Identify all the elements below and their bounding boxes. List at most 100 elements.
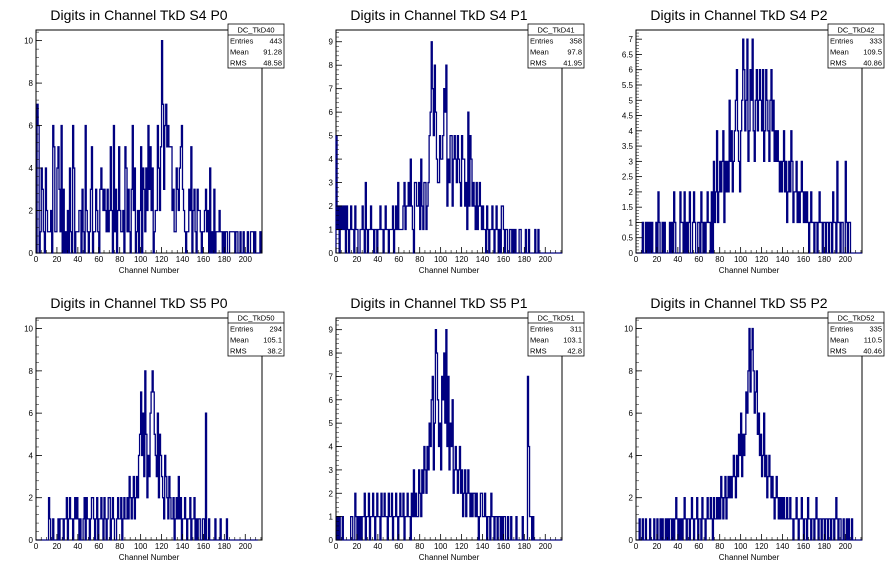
stats-box (527, 311, 585, 357)
x-tick-label: 80 (715, 542, 724, 551)
x-tick-label: 40 (373, 255, 382, 264)
y-tick-label: 0 (629, 249, 634, 258)
x-tick-label: 100 (134, 542, 148, 551)
x-tick-label: 100 (434, 542, 448, 551)
stats-label: RMS (830, 59, 847, 68)
x-tick-label: 120 (155, 255, 169, 264)
x-tick-label: 100 (734, 542, 748, 551)
y-tick-label: 2.5 (622, 173, 634, 182)
x-tick-label: 40 (73, 542, 82, 551)
x-tick-label: 60 (394, 255, 403, 264)
y-tick-label: 2 (29, 207, 34, 216)
y-tick-label: 0 (29, 536, 34, 545)
x-tick-label: 20 (352, 542, 361, 551)
stats-label: Entries (830, 37, 854, 46)
stats-label: RMS (530, 347, 547, 356)
x-tick-label: 160 (497, 255, 511, 264)
y-tick-label: 10 (24, 325, 33, 334)
stats-label: Mean (230, 336, 249, 345)
x-axis-label: Channel Number (719, 553, 780, 562)
y-tick-label: 3 (629, 157, 634, 166)
stats-name: DC_TkD52 (837, 314, 874, 323)
x-tick-label: 160 (197, 542, 211, 551)
y-tick-label: 8 (329, 61, 334, 70)
y-tick-label: 6 (29, 122, 34, 131)
stats-box (827, 23, 885, 69)
stats-label: RMS (230, 59, 247, 68)
stats-name: DC_TkD51 (537, 314, 574, 323)
x-tick-label: 200 (839, 255, 853, 264)
x-tick-label: 180 (218, 255, 232, 264)
stats-value: 48.58 (263, 59, 282, 68)
y-tick-label: 5 (329, 419, 334, 428)
histogram-series (336, 329, 562, 541)
y-tick-label: 0.5 (622, 234, 634, 243)
y-tick-label: 7 (329, 85, 334, 94)
x-tick-label: 0 (34, 542, 39, 551)
stats-value: 109.5 (863, 48, 882, 57)
x-tick-label: 200 (239, 542, 253, 551)
stats-box (227, 311, 285, 357)
stats-label: Mean (530, 48, 549, 57)
y-tick-label: 6 (629, 66, 634, 75)
stats-value: 443 (269, 37, 282, 46)
x-tick-label: 140 (776, 542, 790, 551)
histogram-series (636, 327, 862, 541)
y-tick-label: 9 (329, 38, 334, 47)
x-tick-label: 120 (455, 542, 469, 551)
x-tick-label: 120 (755, 542, 769, 551)
chart-title: Digits in Channel TkD S5 P1 (350, 295, 527, 311)
stats-label: Mean (530, 336, 549, 345)
stats-value: 335 (869, 325, 882, 334)
stats-label: RMS (230, 347, 247, 356)
y-tick-label: 4 (29, 451, 34, 460)
x-tick-label: 100 (434, 255, 448, 264)
stats-name: DC_TkD41 (537, 26, 574, 35)
x-axis-label: Channel Number (119, 266, 180, 275)
x-tick-label: 40 (373, 542, 382, 551)
stats-box (527, 23, 585, 69)
x-tick-label: 180 (518, 255, 532, 264)
plot-frame (635, 317, 863, 541)
x-axis-label: Channel Number (419, 266, 480, 275)
stats-value: 40.46 (863, 347, 882, 356)
x-tick-label: 20 (52, 255, 61, 264)
x-tick-label: 0 (634, 542, 639, 551)
y-tick-label: 4.5 (622, 112, 634, 121)
plot-frame (335, 317, 563, 541)
x-tick-label: 160 (497, 542, 511, 551)
y-tick-label: 2 (329, 489, 334, 498)
y-tick-label: 10 (24, 37, 33, 46)
histogram-panel-2: Digits in Channel TkD S4 P20 20 40 60 80 100 1… (622, 7, 885, 275)
histogram-series (335, 41, 562, 254)
stats-value: 40.86 (863, 59, 882, 68)
stats-label: Mean (230, 48, 249, 57)
x-tick-label: 60 (694, 542, 703, 551)
x-tick-label: 60 (694, 255, 703, 264)
stats-value: 38.2 (267, 347, 282, 356)
y-tick-label: 4 (29, 164, 34, 173)
stats-box (827, 311, 885, 357)
stats-value: 358 (569, 37, 582, 46)
x-tick-label: 140 (176, 542, 190, 551)
chart-title: Digits in Channel TkD S5 P0 (50, 295, 227, 311)
stats-label: Mean (830, 48, 849, 57)
histogram-series (36, 39, 262, 254)
histogram-series (36, 370, 258, 541)
y-tick-label: 0 (629, 536, 634, 545)
y-tick-label: 4 (329, 443, 334, 452)
y-tick-label: 1.5 (622, 203, 634, 212)
y-tick-label: 8 (629, 367, 634, 376)
histogram-panel-1: Digits in Channel TkD S4 P10 20 40 60 80 100 1… (329, 7, 585, 275)
stats-value: 103.1 (563, 336, 582, 345)
y-tick-label: 4 (329, 155, 334, 164)
y-tick-label: 5.5 (622, 81, 634, 90)
stats-value: 110.5 (864, 336, 882, 345)
y-tick-label: 3 (329, 466, 334, 475)
x-tick-label: 20 (652, 255, 661, 264)
x-tick-label: 80 (415, 255, 424, 264)
y-tick-label: 7 (329, 372, 334, 381)
stats-label: Mean (830, 336, 849, 345)
x-tick-label: 120 (755, 255, 769, 264)
x-tick-label: 20 (652, 542, 661, 551)
